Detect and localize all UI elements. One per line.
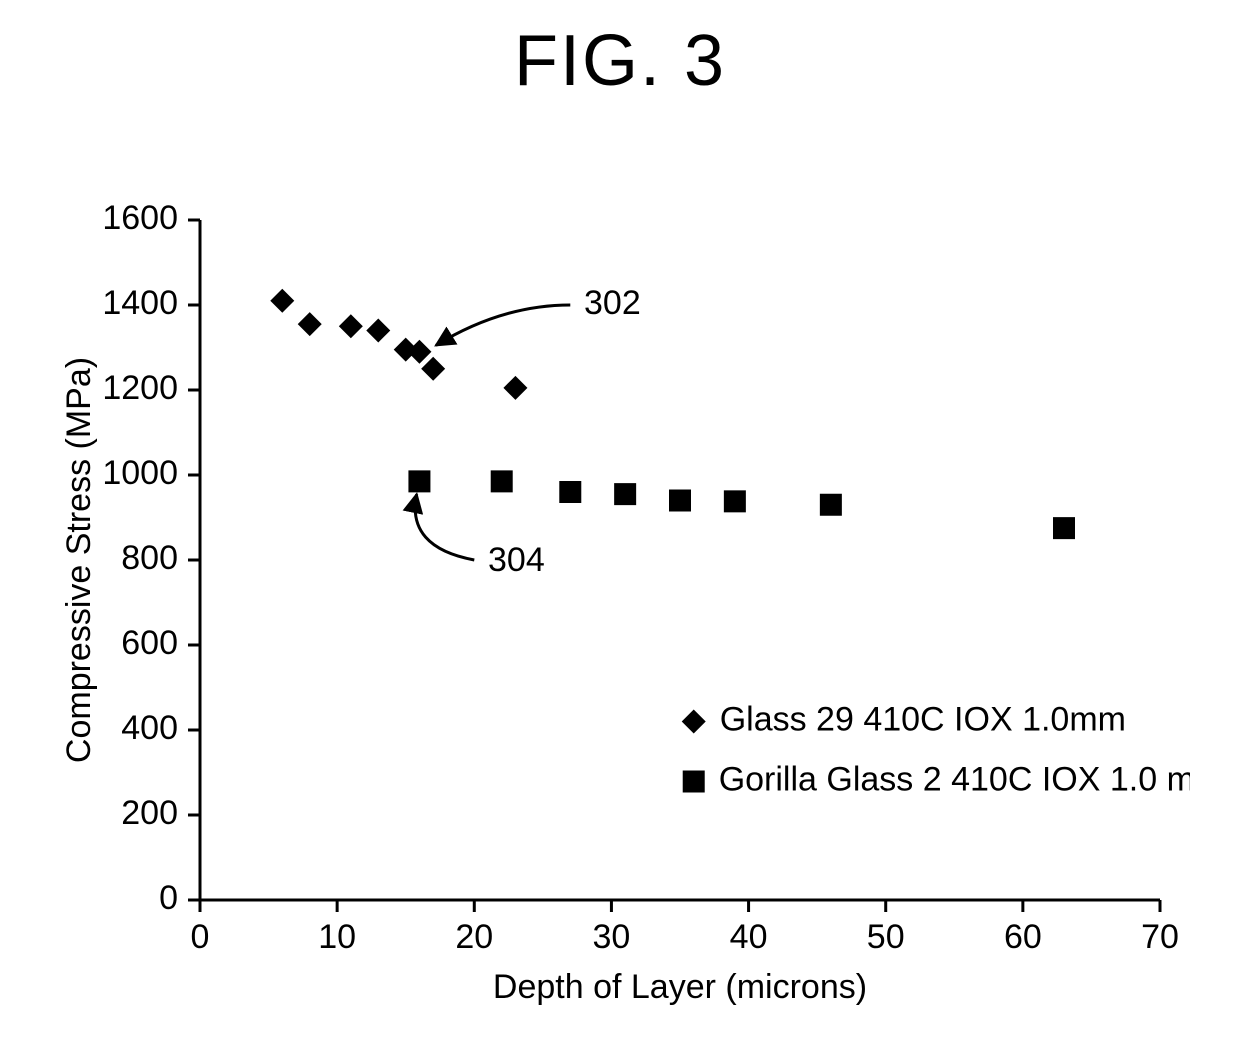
data-point — [820, 494, 842, 516]
x-tick-label: 70 — [1141, 918, 1179, 956]
y-tick-label: 1600 — [102, 200, 178, 237]
data-point — [408, 470, 430, 492]
x-tick-label: 40 — [730, 918, 768, 956]
data-point — [724, 490, 746, 512]
y-tick-label: 1200 — [102, 369, 178, 407]
legend-label: Gorilla Glass 2 410C IOX 1.0 mm — [719, 760, 1190, 798]
annot-302-label: 302 — [584, 284, 641, 322]
figure-title: FIG. 3 — [0, 20, 1240, 102]
legend-label: Glass 29 410C IOX 1.0mm — [720, 700, 1126, 738]
y-tick-label: 1000 — [102, 454, 178, 492]
legend-marker — [683, 771, 705, 793]
y-tick-label: 600 — [121, 624, 178, 662]
data-point — [503, 376, 527, 400]
data-point — [339, 314, 363, 338]
data-point — [559, 481, 581, 503]
annot-304-label: 304 — [488, 541, 545, 579]
y-tick-label: 1400 — [102, 284, 178, 322]
data-point — [491, 470, 513, 492]
y-tick-label: 400 — [121, 709, 178, 747]
data-point — [1053, 517, 1075, 539]
y-tick-label: 800 — [121, 539, 178, 577]
data-point — [669, 490, 691, 512]
annot-304-leader — [415, 494, 474, 560]
data-point — [270, 289, 294, 313]
chart-svg: 0 200 400 600 800 1000 1200 1400 1600 0 10 20 30 40 50… — [50, 200, 1190, 1020]
y-axis-label: Compressive Stress (MPa) — [60, 357, 98, 763]
x-tick-label: 30 — [593, 918, 631, 956]
x-tick-label: 20 — [455, 918, 493, 956]
legend-marker — [682, 710, 706, 734]
series-gorilla2 — [408, 470, 1075, 539]
x-tick-label: 50 — [867, 918, 905, 956]
data-point — [614, 483, 636, 505]
x-tick-label: 10 — [318, 918, 356, 956]
data-point — [421, 357, 445, 381]
y-tick-label: 0 — [159, 879, 178, 917]
x-tick-label: 0 — [191, 918, 210, 956]
data-point — [366, 319, 390, 343]
figure-wrapper: FIG. 3 0 200 400 600 800 1000 1200 1400 1600 0 10 2… — [0, 0, 1240, 1057]
x-tick-label: 60 — [1004, 918, 1042, 956]
x-axis-label: Depth of Layer (microns) — [493, 968, 867, 1006]
series-glass29 — [270, 289, 527, 400]
annot-302-leader — [436, 305, 570, 345]
data-point — [298, 312, 322, 336]
y-tick-label: 200 — [121, 794, 178, 832]
